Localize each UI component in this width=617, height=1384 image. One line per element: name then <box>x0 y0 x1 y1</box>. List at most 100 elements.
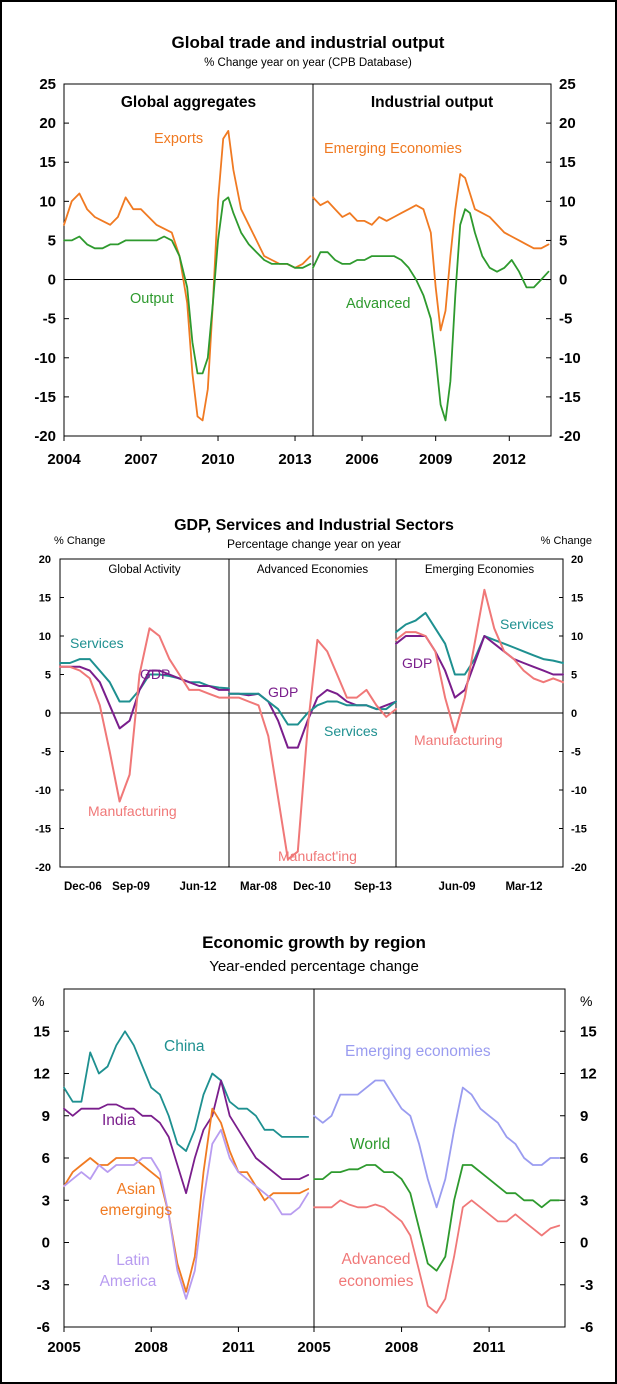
x-tick-label: 2007 <box>124 451 157 468</box>
x-tick-label: 2005 <box>47 1339 80 1356</box>
y-tick-label: 20 <box>571 554 583 566</box>
y-tick-label: 20 <box>39 115 56 132</box>
series-annotation: Manufacturing <box>414 732 503 748</box>
y-tick-label: -10 <box>34 350 56 367</box>
y-tick-label: 0 <box>559 272 567 289</box>
y-tick-label: 25 <box>39 76 56 93</box>
y-tick-label: 25 <box>559 76 576 93</box>
y-tick-label: 9 <box>580 1108 588 1125</box>
series-line-emerging-economies <box>313 1079 561 1209</box>
series-annotation: Advanced <box>342 1251 411 1268</box>
series-annotation: Asian <box>117 1181 156 1198</box>
y-tick-label: 0 <box>580 1235 588 1252</box>
y-tick-label: 15 <box>559 154 576 171</box>
series-line-emerging-economies <box>312 173 550 332</box>
series-annotation: Manufact'ing <box>278 848 357 864</box>
x-tick-label: 2005 <box>297 1339 330 1356</box>
y-tick-label: -15 <box>35 824 51 836</box>
y-tick-label: -3 <box>37 1277 50 1294</box>
y-tick-label: 3 <box>42 1192 50 1209</box>
x-tick-label: Dec-06 <box>64 881 102 893</box>
y-tick-label: -15 <box>559 389 581 406</box>
y-tick-label: -10 <box>35 785 51 797</box>
y-tick-label: 20 <box>559 115 576 132</box>
y-tick-label: 20 <box>39 554 51 566</box>
series-annotation: World <box>350 1136 390 1153</box>
chart-title: GDP, Services and Industrial Sectors <box>174 517 454 534</box>
chart-title: Global trade and industrial output <box>172 33 445 52</box>
y-tick-label: 15 <box>571 593 583 605</box>
y-axis-label-left: % Change <box>54 535 105 547</box>
series-line-latin-america <box>63 1128 310 1300</box>
y-tick-label: -20 <box>35 862 51 874</box>
series-annotation: America <box>100 1273 157 1290</box>
x-tick-label: 2009 <box>419 451 452 468</box>
y-tick-label: 6 <box>580 1150 588 1167</box>
y-tick-label: 15 <box>33 1023 50 1040</box>
y-tick-label: -15 <box>571 824 587 836</box>
series-line-manufact-ing <box>228 638 397 861</box>
series-annotation: GDP <box>140 666 170 682</box>
y-tick-label: 10 <box>39 631 51 643</box>
series-annotation: Emerging Economies <box>324 141 462 157</box>
y-tick-label: 5 <box>45 670 51 682</box>
x-tick-label: 2011 <box>473 1339 506 1356</box>
x-tick-label: Dec-10 <box>293 881 331 893</box>
y-tick-label: 0 <box>571 708 577 720</box>
series-line-manufacturing <box>395 588 564 734</box>
series-line-world <box>313 1164 561 1272</box>
series-annotation: Output <box>130 291 174 307</box>
x-tick-label: Sep-09 <box>112 881 150 893</box>
x-tick-label: Mar-12 <box>505 881 542 893</box>
x-tick-label: 2011 <box>222 1339 255 1356</box>
y-tick-label: 0 <box>45 708 51 720</box>
series-annotation: GDP <box>268 684 298 700</box>
series-line-asian-emergings <box>63 1107 310 1293</box>
panel-title: Emerging Economies <box>425 564 535 576</box>
series-annotation: Emerging economies <box>345 1043 491 1060</box>
y-tick-label: 10 <box>571 631 583 643</box>
series-line-gdp <box>59 665 230 730</box>
series-annotation: Exports <box>154 131 203 147</box>
y-tick-label: 15 <box>39 154 56 171</box>
y-tick-label: -3 <box>580 1277 593 1294</box>
x-tick-label: Jun-12 <box>179 881 216 893</box>
series-line-china <box>63 1030 310 1152</box>
y-tick-label: 9 <box>42 1108 50 1125</box>
y-axis-label-right: % <box>580 993 592 1009</box>
series-annotation: China <box>164 1038 205 1055</box>
chart-title: Economic growth by region <box>202 933 426 952</box>
series-annotation: Latin <box>116 1252 150 1269</box>
x-tick-label: Jun-09 <box>438 881 475 893</box>
y-tick-label: -5 <box>43 311 56 328</box>
x-tick-label: 2004 <box>47 451 81 468</box>
x-tick-label: 2010 <box>201 451 234 468</box>
y-tick-label: 5 <box>559 232 567 249</box>
y-tick-label: -20 <box>34 428 56 445</box>
series-annotation: Services <box>70 635 124 651</box>
series-line-output <box>63 196 312 375</box>
y-tick-label: 10 <box>39 193 56 210</box>
series-annotation: Services <box>324 723 378 739</box>
x-tick-label: 2008 <box>135 1339 168 1356</box>
x-tick-label: 2008 <box>385 1339 418 1356</box>
series-line-manufacturing <box>59 627 230 803</box>
series-annotation: emergings <box>100 1202 173 1219</box>
y-tick-label: 12 <box>33 1066 50 1083</box>
y-tick-label: -20 <box>559 428 581 445</box>
y-tick-label: -10 <box>559 350 581 367</box>
series-line-exports <box>63 129 312 422</box>
y-tick-label: -10 <box>571 785 587 797</box>
panel-title: Global aggregates <box>121 94 256 111</box>
series-annotation: economies <box>339 1273 414 1290</box>
y-tick-label: 15 <box>580 1023 597 1040</box>
y-tick-label: -6 <box>580 1319 593 1336</box>
x-tick-label: Mar-08 <box>240 881 278 893</box>
y-tick-label: -5 <box>571 747 581 759</box>
x-tick-label: Sep-13 <box>354 881 392 893</box>
y-tick-label: -20 <box>571 862 587 874</box>
series-annotation: GDP <box>402 655 432 671</box>
x-tick-label: 2013 <box>278 451 311 468</box>
